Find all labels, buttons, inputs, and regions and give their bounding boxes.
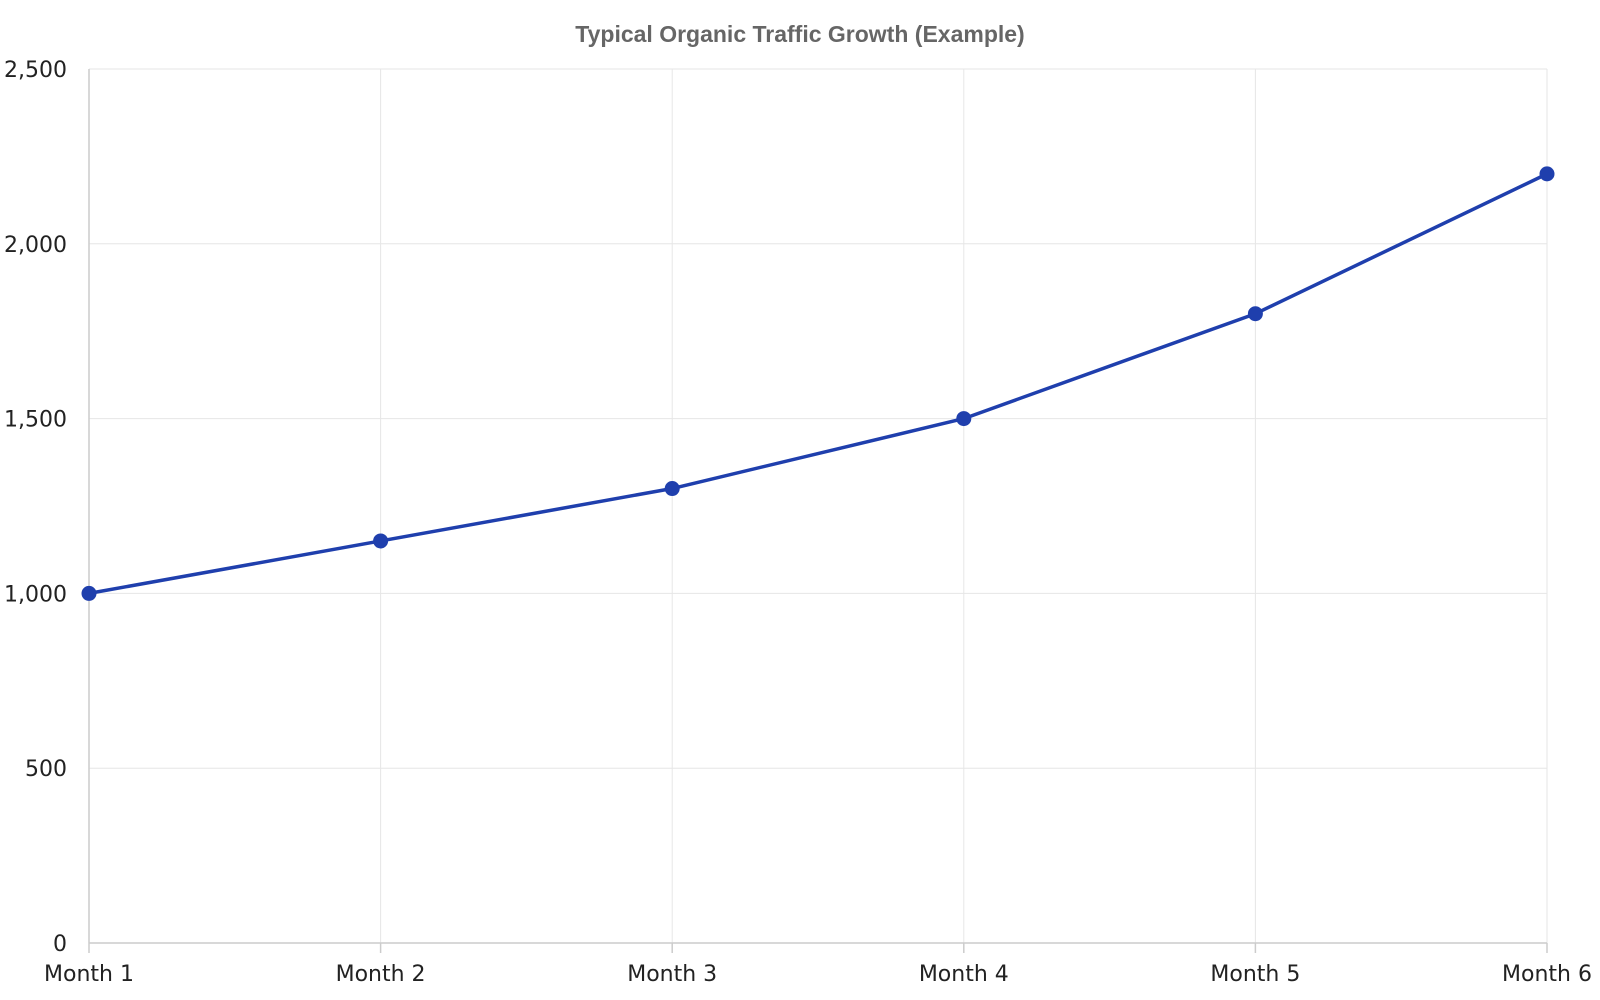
data-point[interactable] — [373, 533, 389, 549]
data-point[interactable] — [1247, 306, 1263, 322]
x-tick-label: Month 2 — [336, 962, 426, 987]
chart-title: Typical Organic Traffic Growth (Example) — [575, 21, 1024, 47]
x-tick-label: Month 3 — [627, 962, 717, 987]
data-point[interactable] — [81, 585, 97, 601]
x-tick-label: Month 1 — [44, 962, 134, 987]
label-layer: 0 500 1,000 1,500 2,000 2,500 Month 1 Month 2 Mo… — [4, 58, 1592, 987]
data-point[interactable] — [1539, 166, 1555, 182]
y-tick-label: 1,000 — [4, 582, 67, 607]
axis-layer — [88, 69, 1548, 953]
x-tick-label: Month 5 — [1210, 962, 1300, 987]
y-tick-label: 500 — [25, 757, 67, 782]
y-tick-label: 2,000 — [4, 233, 67, 258]
y-tick-label: 0 — [53, 932, 67, 957]
data-point[interactable] — [664, 481, 680, 497]
x-tick-label: Month 4 — [919, 962, 1009, 987]
series-layer — [81, 166, 1555, 601]
x-tick-label: Month 6 — [1502, 962, 1592, 987]
data-point[interactable] — [956, 411, 972, 427]
series-line — [87, 172, 1549, 596]
grid-layer — [89, 68, 1548, 943]
y-tick-label: 1,500 — [4, 408, 67, 433]
y-tick-label: 2,500 — [4, 58, 67, 83]
